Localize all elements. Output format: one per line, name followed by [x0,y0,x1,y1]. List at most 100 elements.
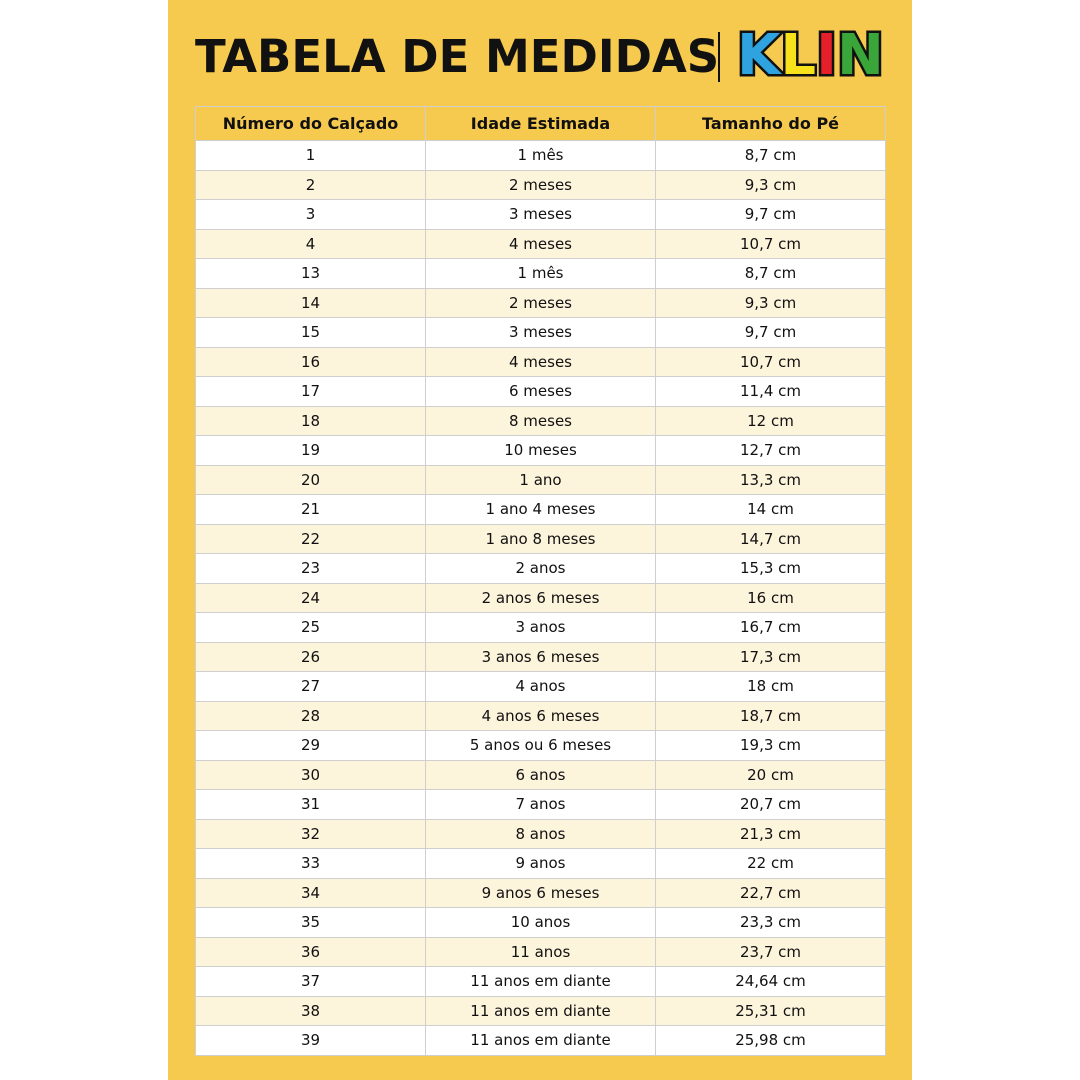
cell-shoe-number: 4 [195,228,426,259]
cell-foot-size: 9,7 cm [655,317,886,348]
cell-shoe-number: 19 [195,435,426,466]
table-row: 27 4 anos 18 cm [195,671,886,702]
cell-estimated-age: 2 anos 6 meses [425,582,656,613]
title-text: TABELA DE MEDIDAS [195,29,720,83]
logo-letter: K [734,23,782,88]
cell-shoe-number: 1 [195,140,426,171]
table-row: 33 9 anos 22 cm [195,848,886,879]
cell-foot-size: 8,7 cm [655,140,886,171]
cell-estimated-age: 8 anos [425,818,656,849]
size-table: Número do Calçado Idade Estimada Tamanho… [195,106,886,1056]
cell-foot-size: 13,3 cm [655,464,886,495]
table-row: 19 10 meses 12,7 cm [195,435,886,466]
cell-foot-size: 9,3 cm [655,287,886,318]
table-row: 37 11 anos em diante 24,64 cm [195,966,886,997]
cell-foot-size: 22 cm [655,848,886,879]
table-row: 18 8 meses 12 cm [195,405,886,436]
cell-foot-size: 20 cm [655,759,886,790]
cell-estimated-age: 4 anos 6 meses [425,700,656,731]
cell-estimated-age: 4 anos [425,671,656,702]
cell-shoe-number: 3 [195,199,426,230]
cell-foot-size: 8,7 cm [655,258,886,289]
table-row: 30 6 anos 20 cm [195,759,886,790]
cell-estimated-age: 3 anos 6 meses [425,641,656,672]
cell-shoe-number: 35 [195,907,426,938]
table-row: 36 11 anos 23,7 cm [195,936,886,967]
cell-shoe-number: 17 [195,376,426,407]
cell-foot-size: 16,7 cm [655,612,886,643]
table-row: 23 2 anos 15,3 cm [195,553,886,584]
table-row: 28 4 anos 6 meses 18,7 cm [195,700,886,731]
cell-estimated-age: 1 mês [425,140,656,171]
table-row: 38 11 anos em diante 25,31 cm [195,995,886,1026]
cell-shoe-number: 24 [195,582,426,613]
cell-shoe-number: 14 [195,287,426,318]
table-row: 13 1 mês 8,7 cm [195,258,886,289]
cell-foot-size: 21,3 cm [655,818,886,849]
table-row: 20 1 ano 13,3 cm [195,464,886,495]
table-row: 31 7 anos 20,7 cm [195,789,886,820]
cell-estimated-age: 4 meses [425,228,656,259]
cell-estimated-age: 10 anos [425,907,656,938]
table-row: 34 9 anos 6 meses 22,7 cm [195,877,886,908]
cell-estimated-age: 2 meses [425,287,656,318]
table-row: 26 3 anos 6 meses 17,3 cm [195,641,886,672]
table-row: 15 3 meses 9,7 cm [195,317,886,348]
cell-shoe-number: 37 [195,966,426,997]
cell-estimated-age: 7 anos [425,789,656,820]
cell-foot-size: 23,7 cm [655,936,886,967]
cell-foot-size: 19,3 cm [655,730,886,761]
cell-shoe-number: 13 [195,258,426,289]
cell-shoe-number: 33 [195,848,426,879]
cell-foot-size: 15,3 cm [655,553,886,584]
cell-estimated-age: 11 anos em diante [425,966,656,997]
cell-shoe-number: 39 [195,1025,426,1056]
cell-estimated-age: 1 mês [425,258,656,289]
cell-shoe-number: 36 [195,936,426,967]
cell-foot-size: 10,7 cm [655,228,886,259]
cell-estimated-age: 1 ano 8 meses [425,523,656,554]
cell-foot-size: 10,7 cm [655,346,886,377]
cell-estimated-age: 9 anos [425,848,656,879]
cell-shoe-number: 30 [195,759,426,790]
table-row: 14 2 meses 9,3 cm [195,287,886,318]
cell-foot-size: 25,31 cm [655,995,886,1026]
cell-shoe-number: 18 [195,405,426,436]
table-header-row: Número do Calçado Idade Estimada Tamanho… [195,106,886,141]
cell-foot-size: 17,3 cm [655,641,886,672]
cell-estimated-age: 8 meses [425,405,656,436]
cell-shoe-number: 28 [195,700,426,731]
cell-shoe-number: 26 [195,641,426,672]
cell-foot-size: 12 cm [655,405,886,436]
logo-letter: L [778,23,819,88]
cell-estimated-age: 9 anos 6 meses [425,877,656,908]
cell-foot-size: 18 cm [655,671,886,702]
cell-shoe-number: 22 [195,523,426,554]
cell-estimated-age: 5 anos ou 6 meses [425,730,656,761]
table-row: 16 4 meses 10,7 cm [195,346,886,377]
cell-shoe-number: 2 [195,169,426,200]
header-estimated-age: Idade Estimada [425,106,656,141]
table-row: 35 10 anos 23,3 cm [195,907,886,938]
cell-foot-size: 14 cm [655,494,886,525]
cell-foot-size: 14,7 cm [655,523,886,554]
cell-shoe-number: 34 [195,877,426,908]
cell-estimated-age: 1 ano 4 meses [425,494,656,525]
cell-estimated-age: 3 anos [425,612,656,643]
cell-shoe-number: 27 [195,671,426,702]
cell-foot-size: 9,3 cm [655,169,886,200]
header-foot-size: Tamanho do Pé [655,106,886,141]
cell-estimated-age: 3 meses [425,199,656,230]
cell-foot-size: 20,7 cm [655,789,886,820]
cell-shoe-number: 15 [195,317,426,348]
cell-shoe-number: 21 [195,494,426,525]
cell-shoe-number: 25 [195,612,426,643]
cell-estimated-age: 6 anos [425,759,656,790]
table-row: 24 2 anos 6 meses 16 cm [195,582,886,613]
cell-foot-size: 23,3 cm [655,907,886,938]
cell-foot-size: 11,4 cm [655,376,886,407]
